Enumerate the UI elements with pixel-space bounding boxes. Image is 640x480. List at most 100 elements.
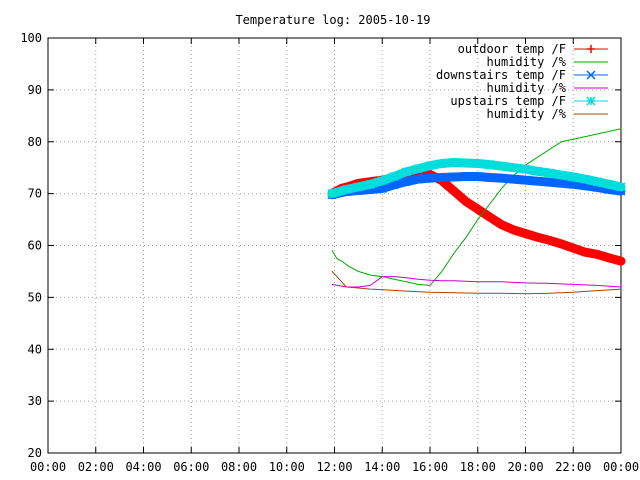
legend-item: upstairs temp /F <box>450 94 608 108</box>
data-point <box>449 172 459 182</box>
legend-item: outdoor temp /F <box>458 42 608 56</box>
legend-item: humidity /% <box>487 107 608 121</box>
data-point <box>509 163 519 173</box>
data-point <box>556 170 566 180</box>
data-point <box>473 159 483 169</box>
data-point <box>617 257 625 266</box>
x-tick-label: 20:00 <box>507 460 543 474</box>
data-point <box>586 70 596 80</box>
legend-item: humidity /% <box>487 55 608 69</box>
data-point <box>509 174 519 184</box>
data-point <box>365 179 375 189</box>
data-point <box>544 177 554 187</box>
data-point <box>425 173 435 183</box>
legend-label: outdoor temp /F <box>458 42 566 56</box>
legend-label: upstairs temp /F <box>450 94 566 108</box>
data-point <box>556 178 566 188</box>
data-point <box>425 161 435 171</box>
data-point <box>485 160 495 170</box>
data-point <box>437 173 447 183</box>
data-point <box>544 168 554 178</box>
data-point <box>497 220 506 229</box>
chart-title: Temperature log: 2005-10-19 <box>235 13 430 27</box>
x-tick-label: 22:00 <box>555 460 591 474</box>
legend-label: humidity /% <box>487 55 567 69</box>
x-tick-label: 10:00 <box>269 460 305 474</box>
legend-label: humidity /% <box>487 107 567 121</box>
data-point <box>497 161 507 171</box>
y-tick-label: 70 <box>28 187 42 201</box>
data-point <box>401 177 411 187</box>
legend-label: downstairs temp /F <box>436 68 566 82</box>
data-point <box>461 171 471 182</box>
data-point <box>341 184 351 195</box>
data-point <box>580 174 590 184</box>
x-tick-label: 04:00 <box>125 460 161 474</box>
data-point <box>581 248 590 257</box>
legend-label: humidity /% <box>487 81 567 95</box>
data-point <box>604 179 614 189</box>
y-tick-label: 100 <box>20 31 42 45</box>
y-tick-label: 50 <box>28 290 42 304</box>
data-point <box>437 159 447 169</box>
data-point <box>413 164 423 174</box>
data-point <box>557 239 566 248</box>
x-tick-label: 00:00 <box>603 460 639 474</box>
data-point <box>605 253 614 262</box>
data-point <box>569 244 578 253</box>
data-point <box>413 174 423 184</box>
data-point <box>509 225 518 234</box>
x-tick-label: 18:00 <box>460 460 496 474</box>
series-line <box>331 128 622 286</box>
data-point <box>593 250 602 259</box>
data-point <box>473 205 482 214</box>
y-tick-label: 80 <box>28 135 42 149</box>
y-axis: 20 30 40 50 60 70 80 90 100 <box>20 31 621 460</box>
data-point <box>401 167 411 177</box>
data-point <box>520 164 531 174</box>
data-point <box>532 176 542 186</box>
y-tick-label: 60 <box>28 239 42 253</box>
data-point <box>461 197 470 206</box>
y-tick-label: 30 <box>28 394 42 408</box>
series-6 <box>331 270 622 295</box>
data-point <box>353 182 363 192</box>
x-tick-label: 08:00 <box>221 460 257 474</box>
x-tick-label: 06:00 <box>173 460 209 474</box>
data-point <box>592 177 602 187</box>
data-point <box>587 45 595 53</box>
data-point <box>461 158 471 168</box>
data-point <box>473 171 483 182</box>
data-point <box>568 172 578 182</box>
data-point <box>586 96 596 106</box>
data-point <box>520 175 531 185</box>
legend-item: humidity /% <box>487 81 608 95</box>
data-point <box>327 189 337 199</box>
series-line <box>331 270 622 295</box>
y-tick-label: 90 <box>28 83 42 97</box>
y-tick-label: 20 <box>28 446 42 460</box>
data-point <box>389 171 399 182</box>
legend-item: downstairs temp /F <box>436 68 608 82</box>
data-point <box>449 157 459 168</box>
data-point <box>532 166 542 176</box>
data-point <box>616 182 626 192</box>
series-group <box>327 128 626 295</box>
x-tick-label: 02:00 <box>78 460 114 474</box>
data-point <box>545 236 554 245</box>
data-point <box>377 176 387 186</box>
data-point <box>449 187 458 196</box>
series-5 <box>327 157 626 199</box>
series-line <box>331 276 622 288</box>
data-point <box>485 212 494 221</box>
x-tick-label: 16:00 <box>412 460 448 474</box>
data-point <box>485 173 495 183</box>
data-point <box>533 233 542 242</box>
x-tick-label: 00:00 <box>30 460 66 474</box>
series-2 <box>331 128 622 286</box>
y-tick-label: 40 <box>28 342 42 356</box>
x-axis: 00:00 02:00 04:00 06:00 08:00 10:00 12:00 14:00… <box>30 38 639 474</box>
data-point <box>497 173 507 183</box>
